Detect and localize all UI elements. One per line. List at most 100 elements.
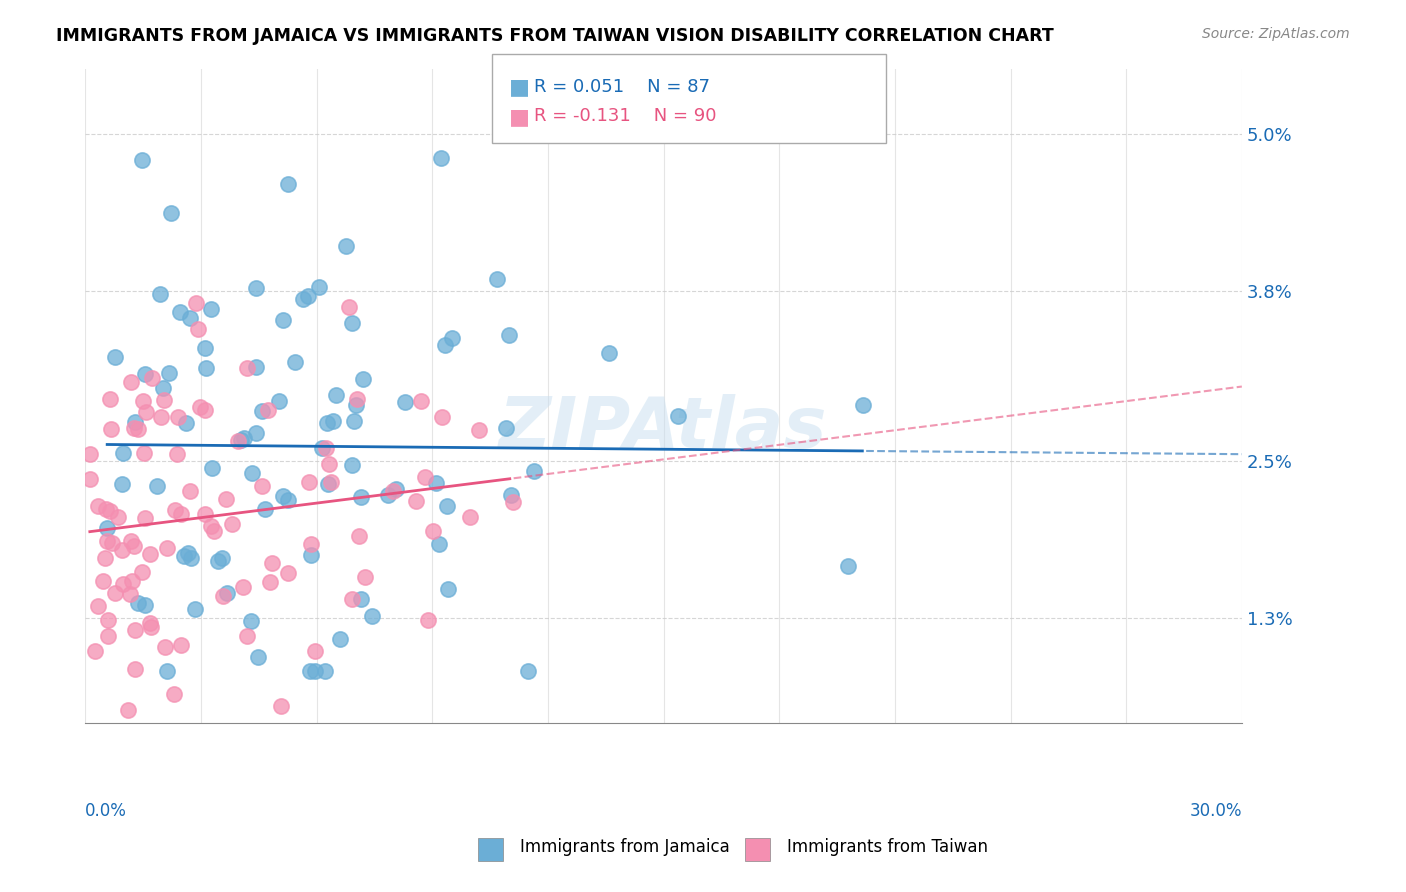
Taiwan: [187, 322, 209, 336]
Jamaica: [344, 398, 367, 412]
Taiwan: [460, 509, 482, 524]
Jamaica: [304, 664, 326, 678]
Jamaica: [340, 458, 363, 472]
Jamaica: [176, 416, 198, 430]
Taiwan: [107, 510, 129, 524]
Jamaica: [253, 501, 276, 516]
Jamaica: [96, 521, 118, 535]
Taiwan: [87, 499, 110, 513]
Taiwan: [156, 541, 179, 556]
Taiwan: [194, 402, 217, 417]
Taiwan: [260, 556, 283, 570]
Jamaica: [429, 152, 451, 166]
Jamaica: [314, 664, 336, 678]
Jamaica: [240, 615, 263, 629]
Jamaica: [134, 598, 156, 612]
Jamaica: [284, 355, 307, 369]
Jamaica: [523, 464, 546, 478]
Taiwan: [93, 550, 115, 565]
Taiwan: [101, 536, 124, 550]
Text: IMMIGRANTS FROM JAMAICA VS IMMIGRANTS FROM TAIWAN VISION DISABILITY CORRELATION : IMMIGRANTS FROM JAMAICA VS IMMIGRANTS FR…: [56, 27, 1054, 45]
Taiwan: [430, 410, 453, 425]
Taiwan: [121, 574, 143, 588]
Jamaica: [232, 432, 254, 446]
Taiwan: [79, 447, 101, 461]
Jamaica: [350, 592, 373, 607]
Jamaica: [427, 537, 450, 551]
Taiwan: [194, 507, 217, 521]
Taiwan: [100, 421, 122, 435]
Taiwan: [165, 502, 187, 516]
Taiwan: [139, 620, 162, 634]
Jamaica: [146, 479, 169, 493]
Jamaica: [316, 416, 339, 430]
Taiwan: [405, 493, 427, 508]
Taiwan: [184, 295, 207, 310]
Text: ■: ■: [509, 78, 530, 97]
Jamaica: [211, 551, 233, 566]
Taiwan: [104, 586, 127, 600]
Jamaica: [245, 280, 267, 294]
Taiwan: [132, 446, 155, 460]
Jamaica: [160, 206, 183, 220]
Jamaica: [207, 554, 229, 568]
Jamaica: [343, 414, 366, 428]
Jamaica: [173, 549, 195, 563]
Taiwan: [153, 640, 176, 654]
Text: 30.0%: 30.0%: [1189, 802, 1241, 820]
Taiwan: [318, 457, 340, 471]
Jamaica: [299, 549, 322, 563]
Text: ■: ■: [509, 107, 530, 127]
Taiwan: [170, 639, 193, 653]
Taiwan: [270, 699, 292, 714]
Text: Immigrants from Jamaica: Immigrants from Jamaica: [520, 838, 730, 856]
Taiwan: [120, 534, 142, 549]
Taiwan: [141, 371, 163, 385]
Taiwan: [354, 569, 377, 583]
Jamaica: [291, 292, 314, 306]
Jamaica: [436, 499, 458, 513]
Taiwan: [97, 629, 120, 643]
Jamaica: [516, 664, 538, 678]
Taiwan: [299, 537, 322, 551]
Taiwan: [83, 644, 105, 658]
Jamaica: [666, 409, 689, 423]
Taiwan: [120, 587, 142, 601]
Taiwan: [502, 495, 524, 509]
Taiwan: [93, 574, 115, 588]
Jamaica: [316, 477, 339, 491]
Taiwan: [98, 504, 121, 518]
Jamaica: [377, 488, 399, 502]
Jamaica: [195, 361, 218, 376]
Jamaica: [350, 490, 373, 504]
Jamaica: [271, 312, 294, 326]
Taiwan: [340, 592, 363, 607]
Taiwan: [111, 577, 134, 591]
Taiwan: [236, 629, 259, 643]
Jamaica: [598, 346, 620, 360]
Taiwan: [131, 565, 153, 579]
Text: Immigrants from Taiwan: Immigrants from Taiwan: [787, 838, 988, 856]
Jamaica: [352, 372, 374, 386]
Jamaica: [179, 310, 201, 325]
Jamaica: [335, 238, 357, 252]
Jamaica: [246, 650, 269, 665]
Jamaica: [124, 415, 146, 429]
Taiwan: [381, 483, 404, 498]
Taiwan: [153, 392, 176, 407]
Jamaica: [437, 582, 460, 596]
Jamaica: [245, 426, 267, 441]
Taiwan: [315, 441, 337, 455]
Text: Source: ZipAtlas.com: Source: ZipAtlas.com: [1202, 27, 1350, 41]
Jamaica: [308, 280, 330, 294]
Jamaica: [394, 394, 416, 409]
Jamaica: [152, 381, 174, 395]
Taiwan: [415, 470, 437, 484]
Taiwan: [179, 484, 201, 499]
Taiwan: [277, 566, 299, 581]
Jamaica: [180, 551, 202, 566]
Jamaica: [425, 476, 447, 491]
Taiwan: [298, 475, 321, 489]
Taiwan: [337, 300, 360, 314]
Jamaica: [156, 664, 179, 678]
